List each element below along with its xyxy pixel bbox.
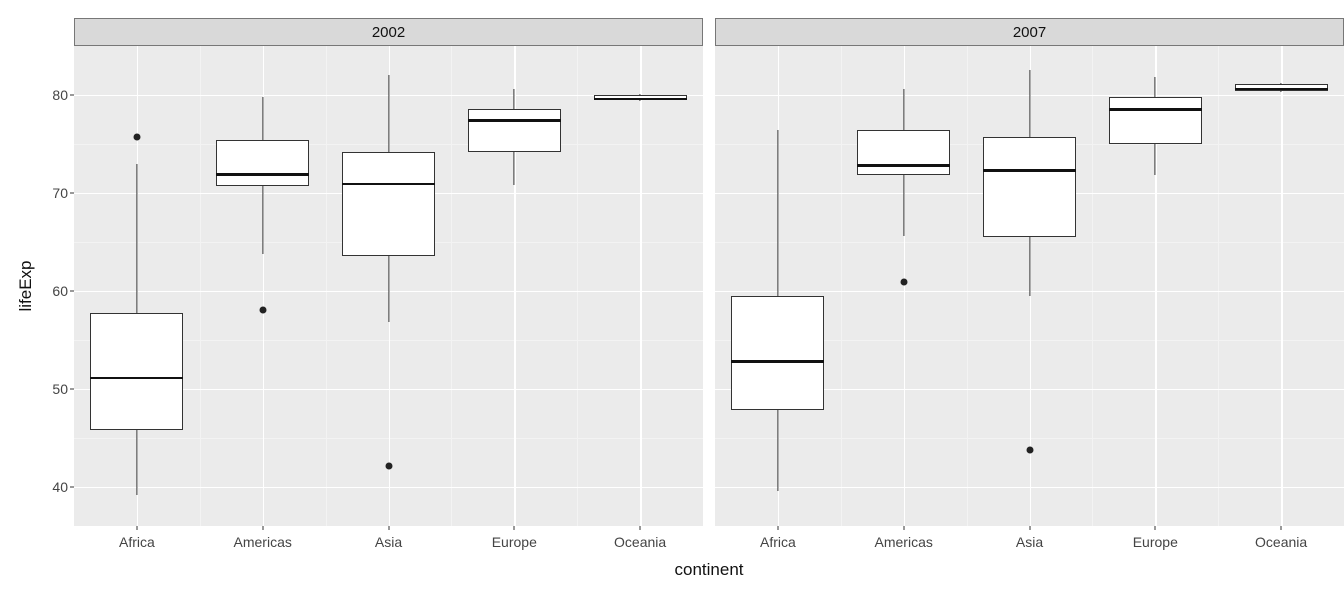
grid-minor-v — [326, 46, 327, 526]
y-tick-label: 70 — [52, 185, 68, 201]
x-tick-mark — [777, 526, 778, 530]
box — [216, 140, 309, 186]
x-tick-mark — [514, 526, 515, 530]
x-tick-label: Africa — [119, 534, 155, 550]
x-tick-label: Asia — [1016, 534, 1043, 550]
whisker-upper — [903, 89, 904, 130]
x-tick-mark — [1029, 526, 1030, 530]
plot-area: AfricaAmericasAsiaEuropeOceania — [74, 46, 703, 526]
box — [983, 137, 1076, 237]
grid-minor-v — [841, 46, 842, 526]
whisker-upper — [1029, 70, 1030, 138]
box — [1235, 84, 1328, 91]
whisker-lower — [262, 186, 263, 254]
whisker-upper — [388, 75, 389, 151]
median-line — [731, 360, 824, 363]
x-tick-label: Europe — [1133, 534, 1178, 550]
median-line — [594, 98, 687, 101]
whisker-lower — [1155, 144, 1156, 175]
outlier-point — [1026, 446, 1033, 453]
panel: 2002AfricaAmericasAsiaEuropeOceania — [74, 18, 703, 526]
whisker-upper — [136, 164, 137, 314]
median-line — [1235, 88, 1328, 91]
x-tick-mark — [262, 526, 263, 530]
x-tick-mark — [136, 526, 137, 530]
facet-strip: 2002 — [74, 18, 703, 46]
box — [90, 313, 183, 430]
whisker-lower — [1281, 91, 1282, 92]
grid-minor-v — [577, 46, 578, 526]
outlier-point — [133, 134, 140, 141]
median-line — [90, 377, 183, 380]
whisker-upper — [777, 130, 778, 296]
y-axis: 40 50 60 70 80 — [10, 46, 74, 526]
x-tick-label: Oceania — [614, 534, 666, 550]
box — [342, 152, 435, 256]
y-tick-label: 80 — [52, 87, 68, 103]
grid-minor-v — [200, 46, 201, 526]
whisker-upper — [1155, 77, 1156, 97]
box — [731, 296, 824, 411]
x-tick-label: Africa — [760, 534, 796, 550]
x-tick-label: Asia — [375, 534, 402, 550]
y-tick-label: 40 — [52, 479, 68, 495]
panels-row: 2002AfricaAmericasAsiaEuropeOceania2007A… — [74, 18, 1344, 526]
median-line — [342, 183, 435, 186]
whisker-upper — [514, 89, 515, 109]
whisker-lower — [777, 410, 778, 490]
x-tick-mark — [1281, 526, 1282, 530]
whisker-lower — [1029, 237, 1030, 296]
grid-minor-v — [1218, 46, 1219, 526]
x-tick-mark — [640, 526, 641, 530]
median-line — [1109, 108, 1202, 111]
panel: 2007AfricaAmericasAsiaEuropeOceania — [715, 18, 1344, 526]
x-tick-label: Oceania — [1255, 534, 1307, 550]
median-line — [216, 173, 309, 176]
box — [1109, 97, 1202, 144]
grid-minor-v — [967, 46, 968, 526]
median-line — [983, 169, 1076, 172]
whisker-lower — [514, 152, 515, 185]
median-line — [857, 164, 950, 167]
box — [594, 95, 687, 100]
x-axis-title: continent — [675, 560, 744, 580]
x-tick-label: Americas — [234, 534, 292, 550]
box — [857, 130, 950, 175]
median-line — [468, 119, 561, 122]
x-tick-label: Europe — [492, 534, 537, 550]
grid-major-v — [640, 46, 642, 526]
outlier-point — [385, 463, 392, 470]
x-tick-mark — [903, 526, 904, 530]
grid-minor-v — [1092, 46, 1093, 526]
x-tick-label: Americas — [875, 534, 933, 550]
facet-strip: 2007 — [715, 18, 1344, 46]
outlier-point — [900, 279, 907, 286]
whisker-lower — [388, 256, 389, 323]
whisker-lower — [903, 175, 904, 236]
plot-area: AfricaAmericasAsiaEuropeOceania — [715, 46, 1344, 526]
x-tick-mark — [388, 526, 389, 530]
y-tick-label: 60 — [52, 283, 68, 299]
x-tick-mark — [1155, 526, 1156, 530]
faceted-boxplot: lifeExpcontinent40506070802002AfricaAmer… — [10, 10, 1344, 586]
whisker-lower — [136, 430, 137, 495]
grid-minor-v — [451, 46, 452, 526]
box — [468, 109, 561, 152]
grid-major-v — [1281, 46, 1283, 526]
whisker-upper — [262, 97, 263, 140]
outlier-point — [259, 306, 266, 313]
y-tick-label: 50 — [52, 381, 68, 397]
